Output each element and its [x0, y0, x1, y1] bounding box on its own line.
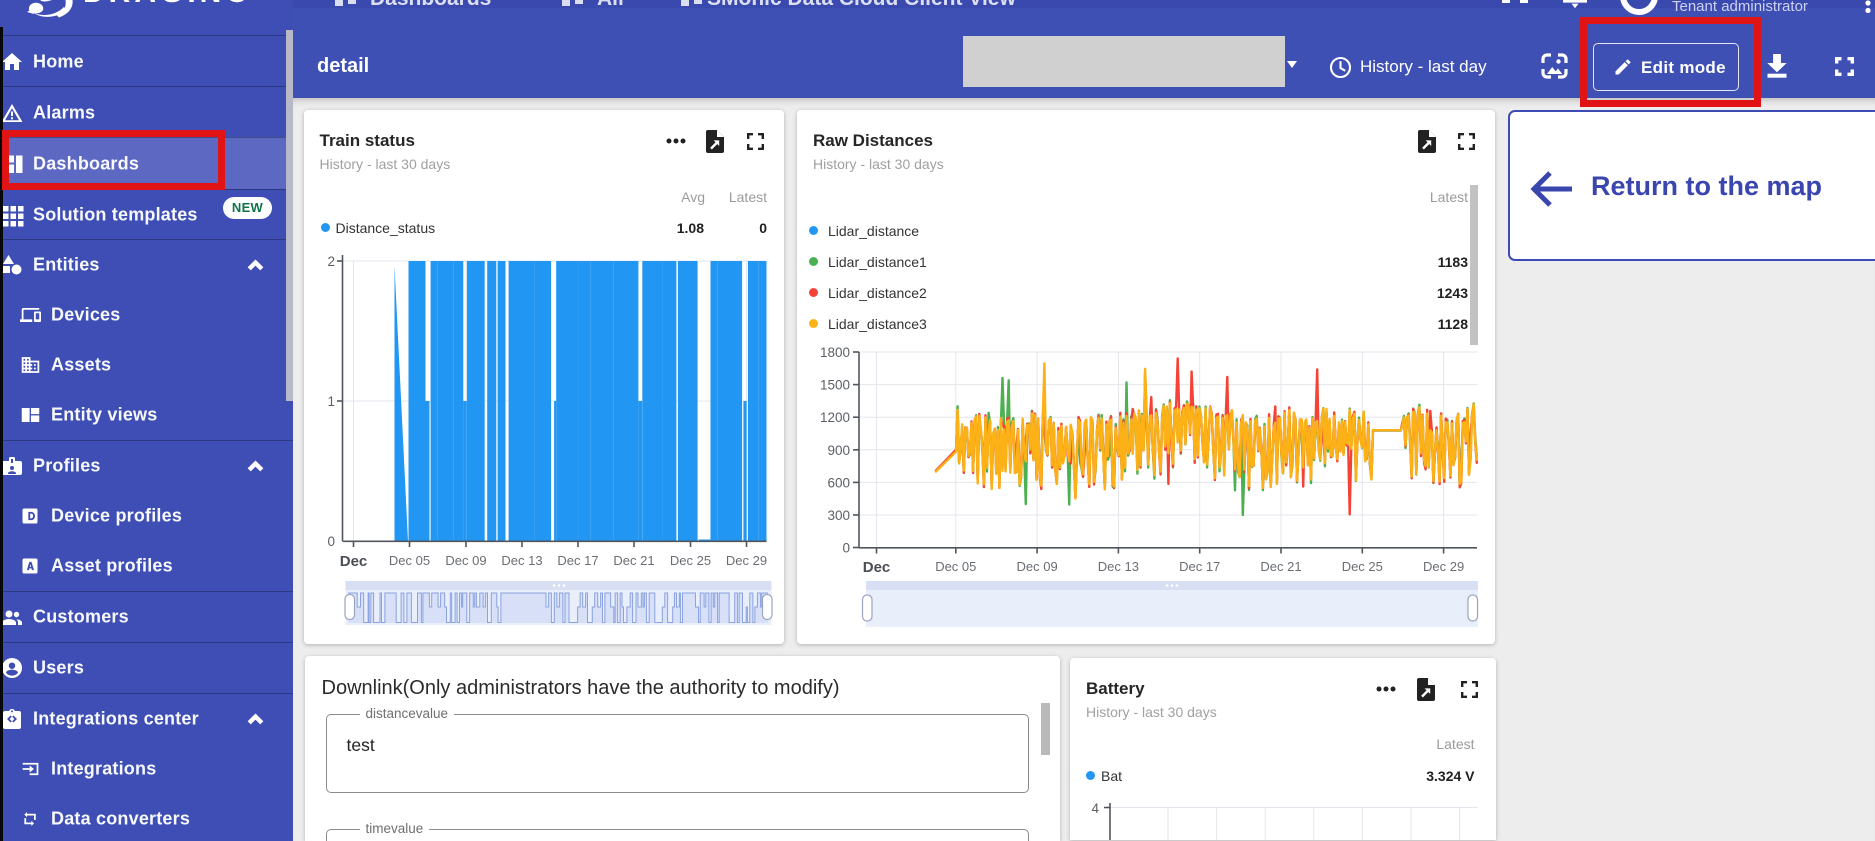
- svg-text:Dec 29: Dec 29: [1423, 559, 1464, 574]
- svg-text:1800: 1800: [820, 345, 850, 360]
- svg-text:Dec 13: Dec 13: [501, 553, 542, 568]
- svg-text:Dec 13: Dec 13: [1098, 559, 1139, 574]
- svg-text:1500: 1500: [820, 378, 850, 393]
- svg-text:600: 600: [827, 475, 850, 490]
- svg-text:4: 4: [1091, 801, 1099, 816]
- svg-text:1: 1: [327, 394, 335, 409]
- svg-text:1200: 1200: [820, 410, 850, 425]
- svg-text:Dec 05: Dec 05: [935, 559, 976, 574]
- svg-text:Dec: Dec: [339, 553, 367, 570]
- svg-text:Dec 05: Dec 05: [388, 553, 429, 568]
- svg-text:Dec 09: Dec 09: [445, 553, 486, 568]
- svg-text:Dec 29: Dec 29: [725, 553, 766, 568]
- svg-text:Dec 17: Dec 17: [1179, 559, 1220, 574]
- svg-text:Dec 17: Dec 17: [557, 553, 598, 568]
- svg-text:900: 900: [827, 443, 850, 458]
- svg-text:0: 0: [327, 534, 335, 549]
- svg-text:Dec: Dec: [863, 559, 891, 576]
- svg-text:Dec 25: Dec 25: [669, 553, 710, 568]
- svg-text:Dec 21: Dec 21: [613, 553, 654, 568]
- svg-text:300: 300: [827, 508, 850, 523]
- svg-text:0: 0: [842, 541, 850, 556]
- svg-text:Dec 25: Dec 25: [1342, 559, 1383, 574]
- svg-text:Dec 09: Dec 09: [1016, 559, 1057, 574]
- svg-text:2: 2: [327, 254, 335, 269]
- svg-text:Dec 21: Dec 21: [1260, 559, 1301, 574]
